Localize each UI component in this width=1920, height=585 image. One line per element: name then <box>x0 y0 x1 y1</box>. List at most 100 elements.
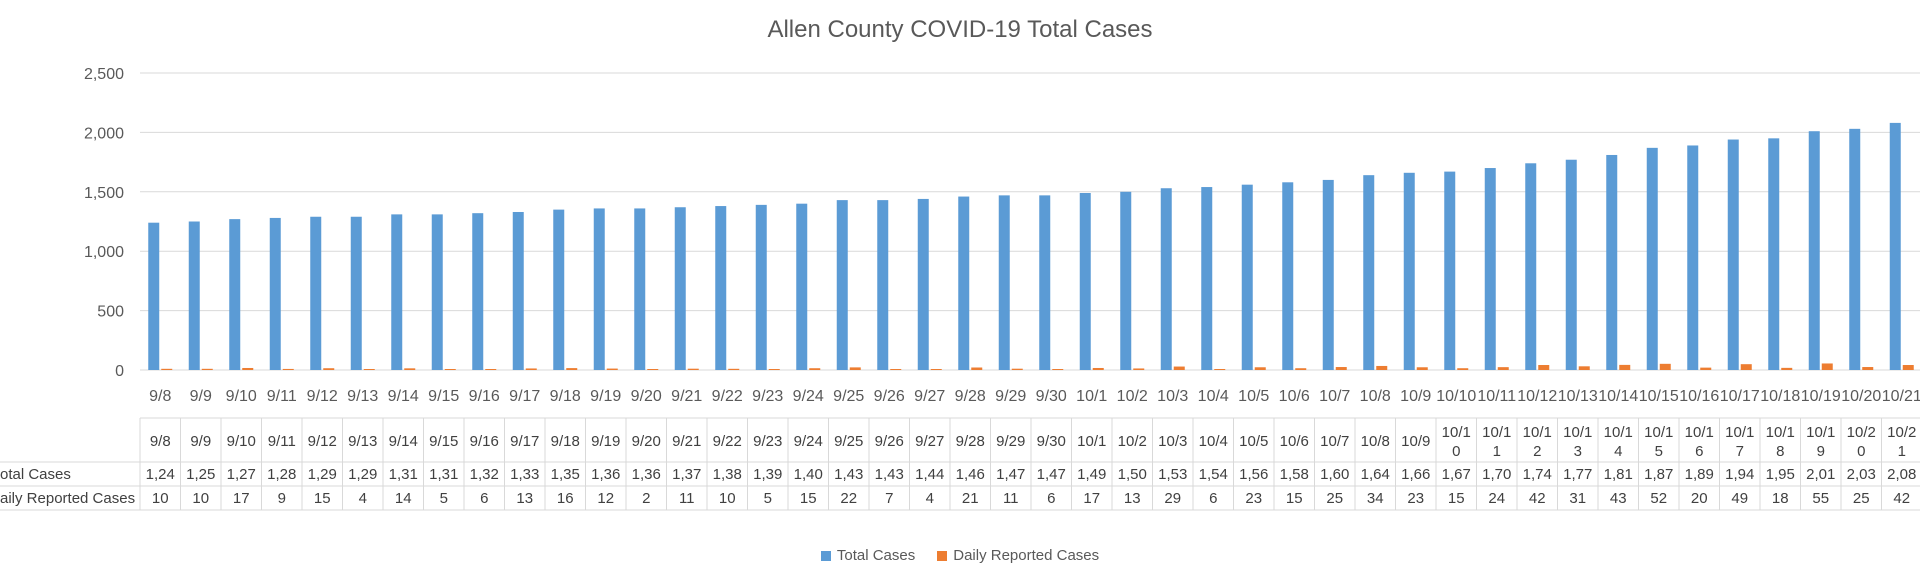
table-cell: 13 <box>516 490 533 507</box>
table-row-label-daily: aily Reported Cases <box>0 490 135 507</box>
bar-total-cases <box>1768 138 1780 370</box>
table-header-cell: 9/24 <box>794 433 823 450</box>
table-header-cell: 10/1 <box>1644 424 1673 441</box>
bar-total-cases <box>1889 122 1901 371</box>
table-cell: 24 <box>1488 490 1505 507</box>
table-header-cell: 10/1 <box>1077 433 1106 450</box>
table-cell: 34 <box>1367 490 1384 507</box>
bar-daily-reported-cases <box>1700 367 1712 370</box>
bar-daily-reported-cases <box>1538 365 1550 370</box>
x-tick-label: 10/1 <box>1076 388 1107 405</box>
x-tick-label: 9/27 <box>914 388 945 405</box>
x-tick-label: 9/25 <box>833 388 864 405</box>
table-header-cell: 10/1 <box>1523 424 1552 441</box>
table-header-cell: 10/1 <box>1725 424 1754 441</box>
table-cell: 1,89 <box>1685 466 1714 483</box>
table-cell: 1,50 <box>1118 466 1147 483</box>
bar-daily-reported-cases <box>1497 367 1509 370</box>
y-tick-label: 500 <box>97 304 124 321</box>
bar-total-cases <box>1606 154 1618 370</box>
x-tick-label: 10/2 <box>1117 388 1148 405</box>
table-cell: 10 <box>192 490 209 507</box>
table-header-cell: 7 <box>1736 443 1744 460</box>
table-header-cell: 10/8 <box>1361 433 1390 450</box>
table-header-cell: 9/23 <box>753 433 782 450</box>
table-header-cell: 9/14 <box>389 433 418 450</box>
table-cell: 25 <box>1853 490 1870 507</box>
legend-label-total: Total Cases <box>836 547 916 564</box>
x-tick-label: 9/21 <box>671 388 702 405</box>
x-tick-label: 9/16 <box>469 388 500 405</box>
bar-daily-reported-cases <box>1214 369 1226 370</box>
table-cell: 1,94 <box>1725 466 1754 483</box>
x-tick-label: 10/5 <box>1238 388 1269 405</box>
bar-daily-reported-cases <box>687 368 699 370</box>
table-header-cell: 9 <box>1817 443 1825 460</box>
bar-total-cases <box>796 203 808 370</box>
bar-total-cases <box>1727 139 1739 370</box>
bar-total-cases <box>958 196 970 370</box>
table-header-cell: 6 <box>1695 443 1703 460</box>
table-cell: 1,29 <box>308 466 337 483</box>
table-header-cell: 5 <box>1655 443 1663 460</box>
bar-daily-reported-cases <box>647 369 659 370</box>
table-cell: 42 <box>1529 490 1546 507</box>
table-cell: 1,31 <box>389 466 418 483</box>
table-cell: 1,28 <box>267 466 296 483</box>
bar-daily-reported-cases <box>1821 363 1833 370</box>
legend-swatch-daily <box>937 550 948 561</box>
table-header-cell: 9/27 <box>915 433 944 450</box>
table-cell: 1,33 <box>510 466 539 483</box>
bar-total-cases <box>1525 163 1537 370</box>
x-tick-label: 9/23 <box>752 388 783 405</box>
table-header-cell: 10/7 <box>1320 433 1349 450</box>
y-tick-label: 2,000 <box>84 125 124 142</box>
bar-daily-reported-cases <box>1659 363 1671 370</box>
bar-total-cases <box>269 217 281 370</box>
bar-daily-reported-cases <box>161 368 173 370</box>
bar-daily-reported-cases <box>1011 368 1023 370</box>
table-cell: 6 <box>1047 490 1055 507</box>
bar-daily-reported-cases <box>404 368 416 370</box>
table-header-cell: 10/1 <box>1442 424 1471 441</box>
bar-total-cases <box>1565 159 1577 370</box>
bar-total-cases <box>1120 191 1132 370</box>
table-header-cell: 9/18 <box>551 433 580 450</box>
bar-total-cases <box>188 221 200 370</box>
table-cell: 29 <box>1164 490 1181 507</box>
bar-daily-reported-cases <box>768 369 780 370</box>
y-tick-label: 0 <box>115 363 124 380</box>
table-cell: 1,49 <box>1077 466 1106 483</box>
table-cell: 12 <box>597 490 614 507</box>
table-cell: 1,36 <box>591 466 620 483</box>
x-tick-label: 10/10 <box>1436 388 1476 405</box>
chart-legend: Total Cases Daily Reported Cases <box>0 547 1920 564</box>
table-cell: 1,47 <box>996 466 1025 483</box>
bar-daily-reported-cases <box>1173 366 1185 370</box>
table-cell: 17 <box>233 490 250 507</box>
x-tick-label: 9/13 <box>347 388 378 405</box>
x-tick-label: 9/20 <box>631 388 662 405</box>
table-cell: 1,53 <box>1158 466 1187 483</box>
table-row-label-total: otal Cases <box>0 466 71 483</box>
x-tick-label: 9/12 <box>307 388 338 405</box>
bar-total-cases <box>836 200 848 370</box>
table-header-cell: 9/29 <box>996 433 1025 450</box>
x-tick-label: 10/15 <box>1639 388 1679 405</box>
table-cell: 1,39 <box>753 466 782 483</box>
bar-daily-reported-cases <box>1092 367 1104 370</box>
x-tick-label: 9/22 <box>712 388 743 405</box>
table-cell: 11 <box>1003 490 1019 507</box>
table-cell: 1,70 <box>1482 466 1511 483</box>
table-header-cell: 10/1 <box>1685 424 1714 441</box>
table-cell: 1,44 <box>915 466 944 483</box>
table-cell: 31 <box>1569 490 1586 507</box>
x-tick-label: 10/16 <box>1679 388 1719 405</box>
table-header-cell: 9/20 <box>632 433 661 450</box>
table-cell: 18 <box>1772 490 1789 507</box>
table-cell: 15 <box>314 490 331 507</box>
table-header-cell: 9/8 <box>150 433 171 450</box>
table-header-cell: 9/16 <box>470 433 499 450</box>
bar-total-cases <box>1160 188 1172 370</box>
table-header-cell: 10/2 <box>1847 424 1876 441</box>
